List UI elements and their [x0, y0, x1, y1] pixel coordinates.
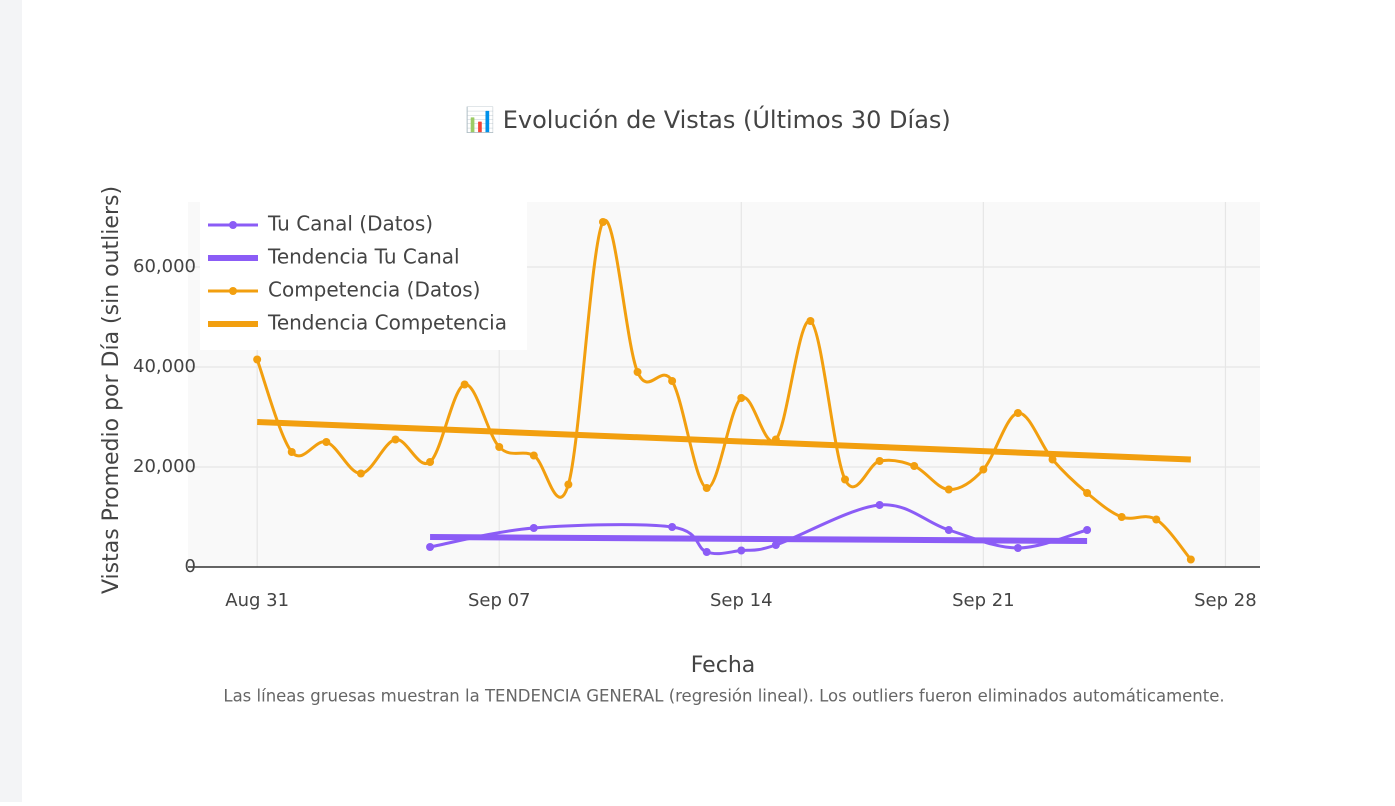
y-tick-label: 20,000: [133, 456, 196, 477]
data-point: [875, 501, 884, 509]
legend-label: Tu Canal (Datos): [267, 212, 433, 236]
data-point: [944, 485, 953, 494]
chart-note: Las líneas gruesas muestran la TENDENCIA…: [223, 687, 1224, 706]
legend-label: Tendencia Competencia: [267, 311, 507, 335]
data-point: [737, 546, 746, 555]
data-point: [1013, 409, 1022, 417]
data-point: [391, 435, 400, 444]
data-point: [702, 484, 711, 492]
data-point: [460, 380, 469, 389]
trend-line: [430, 534, 1088, 544]
data-point: [668, 523, 677, 531]
data-point: [1048, 455, 1057, 464]
x-tick-label: Sep 07: [468, 590, 531, 611]
y-axis-title: Vistas Promedio por Día (sin outliers): [99, 186, 124, 594]
data-point: [910, 462, 919, 470]
legend-label: Tendencia Tu Canal: [267, 245, 460, 269]
data-point: [426, 458, 435, 466]
data-point: [287, 448, 296, 456]
legend-label: Competencia (Datos): [268, 278, 480, 302]
x-axis-title: Fecha: [691, 653, 756, 678]
side-strip: [0, 0, 22, 802]
data-point: [322, 438, 331, 446]
data-point: [633, 368, 642, 376]
data-point: [1083, 489, 1092, 497]
x-tick-label: Sep 21: [952, 590, 1015, 611]
data-point: [529, 524, 538, 532]
data-point: [875, 457, 884, 465]
data-point: [253, 355, 262, 364]
data-point: [668, 377, 677, 385]
data-point: [1083, 526, 1092, 534]
data-point: [979, 465, 988, 474]
data-point: [598, 218, 607, 226]
data-point: [771, 541, 780, 549]
data-point: [1152, 515, 1161, 524]
x-tick-label: Sep 28: [1194, 590, 1257, 611]
trend-line: [257, 419, 1191, 463]
y-tick-label: 0: [185, 556, 196, 577]
data-point: [495, 443, 504, 451]
data-point: [702, 548, 711, 556]
x-tick-label: Aug 31: [225, 590, 289, 611]
data-point: [806, 317, 815, 325]
data-point: [426, 543, 435, 551]
y-tick-label: 60,000: [133, 256, 196, 277]
data-point: [944, 526, 953, 534]
chart-title: 📊 Evolución de Vistas (Últimos 30 Días): [465, 104, 951, 134]
data-point: [356, 469, 365, 478]
y-tick-label: 40,000: [133, 356, 196, 377]
data-point: [529, 451, 538, 460]
data-point: [1117, 513, 1126, 521]
data-point: [1013, 544, 1022, 552]
legend-marker: [229, 221, 237, 229]
data-point: [841, 475, 850, 484]
legend-marker: [229, 287, 237, 295]
data-point: [1186, 555, 1195, 564]
x-tick-label: Sep 14: [710, 590, 773, 611]
data-point: [564, 480, 573, 489]
data-point: [737, 394, 746, 402]
